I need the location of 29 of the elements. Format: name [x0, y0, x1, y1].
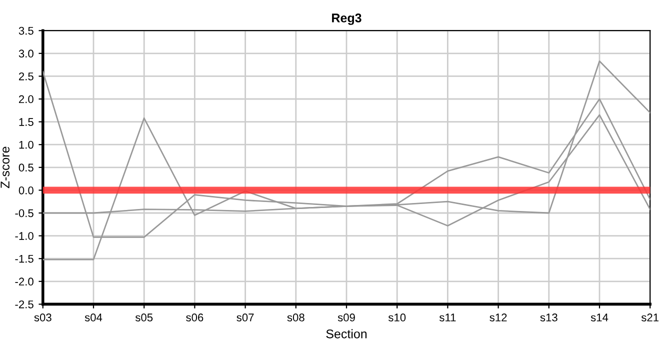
x-tick-label: s06 — [186, 314, 204, 322]
x-tick-label: s11 — [439, 314, 456, 322]
y-tick-label: -1.0 — [15, 232, 34, 240]
y-tick-label: 0.0 — [18, 186, 34, 194]
x-tick-label: s05 — [135, 314, 153, 322]
y-tick-label: 3.5 — [18, 26, 34, 35]
x-tick-label: s10 — [388, 314, 406, 322]
x-tick-label: s03 — [34, 314, 52, 322]
x-tick-label: s09 — [338, 314, 355, 322]
y-tick-label: -0.5 — [15, 209, 34, 218]
chart-title: Reg3 — [332, 14, 362, 25]
y-tick-label: 1.0 — [19, 140, 34, 149]
y-tick-label: 2.0 — [18, 95, 34, 104]
x-axis-title: Section — [326, 329, 367, 338]
x-tick-label: s12 — [490, 314, 507, 322]
y-tick-label: 0.5 — [18, 164, 34, 172]
y-axis-title: Z-score — [0, 146, 10, 188]
y-tick-label: 2.5 — [18, 72, 34, 80]
x-tick-label: s13 — [540, 314, 558, 322]
y-tick-label: -2.0 — [15, 278, 34, 286]
x-tick-label: s14 — [590, 314, 608, 322]
x-tick-label: s08 — [287, 314, 304, 322]
x-tick-label: s04 — [84, 314, 102, 322]
x-tick-label: s07 — [236, 314, 254, 322]
y-tick-label: 3.0 — [18, 50, 34, 58]
y-tick-label: -1.5 — [15, 254, 34, 263]
x-tick-label: s21 — [641, 314, 659, 322]
y-tick-label: 1.5 — [19, 118, 34, 126]
y-tick-label: -2.5 — [15, 300, 34, 308]
